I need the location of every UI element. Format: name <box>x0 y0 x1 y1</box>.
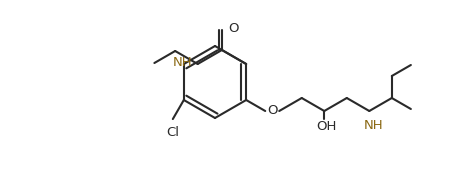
Text: OH: OH <box>316 120 336 133</box>
Text: O: O <box>267 104 278 118</box>
Text: O: O <box>228 21 238 35</box>
Text: Cl: Cl <box>167 126 179 139</box>
Text: NH: NH <box>364 119 383 132</box>
Text: NH: NH <box>173 56 192 68</box>
